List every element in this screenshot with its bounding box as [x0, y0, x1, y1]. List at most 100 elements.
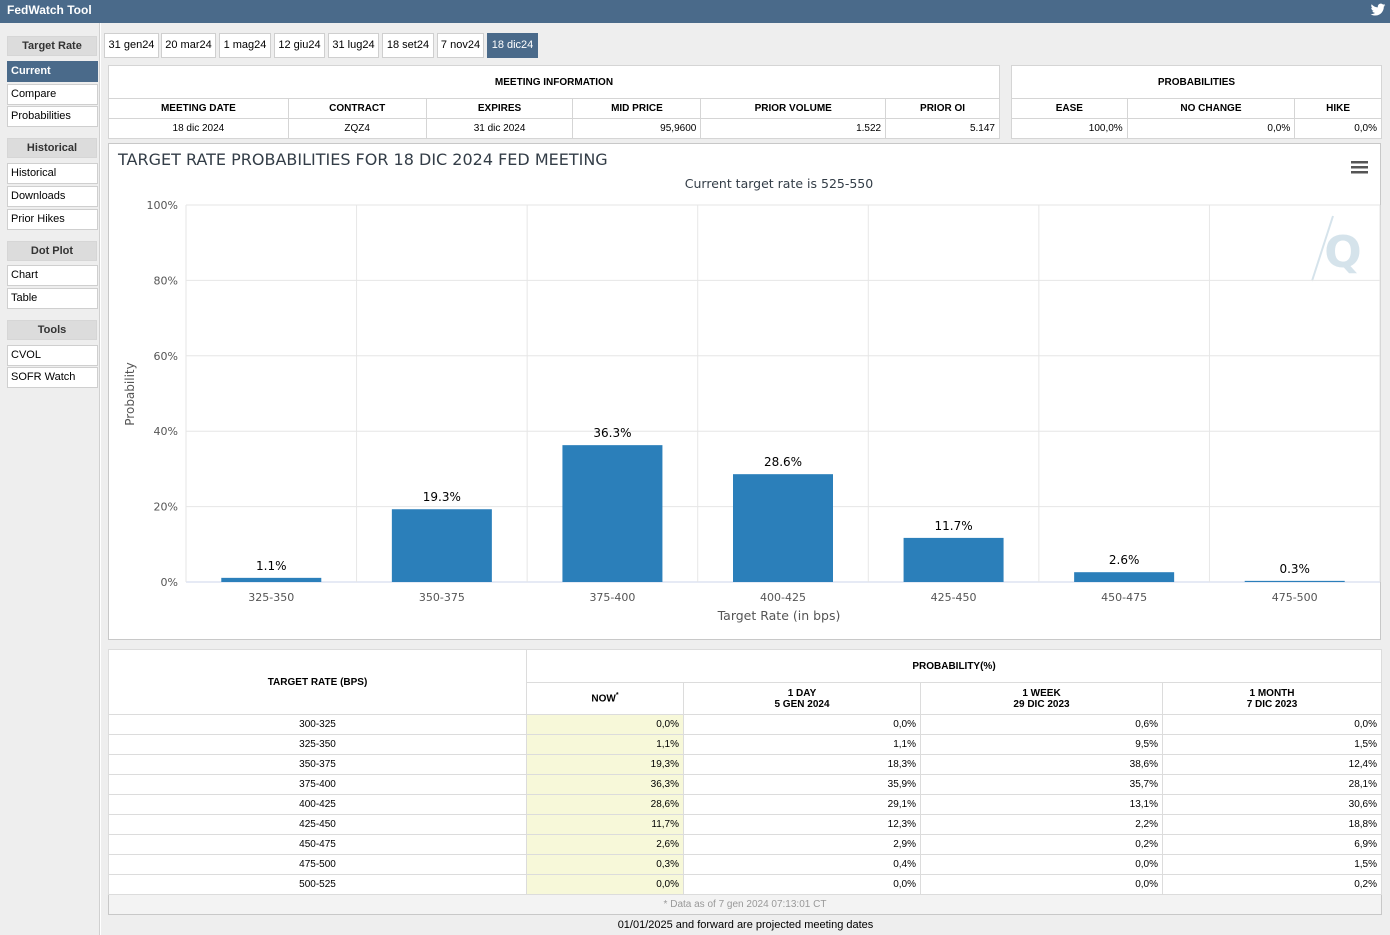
- y-axis-label: Probability: [123, 362, 137, 425]
- sidebar-item-compare[interactable]: Compare: [7, 84, 98, 105]
- bar-375-400[interactable]: [562, 445, 663, 582]
- bar-425-450[interactable]: [903, 537, 1004, 582]
- one-week-cell: 35,7%: [920, 774, 1163, 795]
- col-expires: EXPIRES: [425, 98, 574, 119]
- meeting-info-header: MEETING INFORMATION: [108, 65, 1000, 99]
- col-meeting-date: MEETING DATE: [108, 98, 289, 119]
- prior-volume-value: 1.522: [700, 118, 887, 139]
- twitter-icon[interactable]: [1370, 2, 1386, 18]
- col-1-day: 1 DAY 5 GEN 2024: [683, 682, 921, 715]
- x-tick-label: 400-425: [760, 591, 806, 604]
- sidebar-item-historical[interactable]: Historical: [7, 163, 98, 184]
- y-tick-label: 0%: [161, 576, 178, 589]
- table-row: 450-475 2,6% 2,9% 0,2% 6,9%: [108, 834, 1382, 855]
- bar-325-350[interactable]: [221, 577, 322, 582]
- sidebar-item-prior-hikes[interactable]: Prior Hikes: [7, 209, 98, 230]
- bar-350-375[interactable]: [391, 509, 492, 582]
- sidebar-heading-dot-plot[interactable]: Dot Plot: [7, 241, 97, 261]
- sidebar-item-downloads[interactable]: Downloads: [7, 186, 98, 207]
- x-tick-label: 425-450: [931, 591, 977, 604]
- tab-7-nov24[interactable]: 7 nov24: [437, 33, 484, 58]
- table-row: 375-400 36,3% 35,9% 35,7% 28,1%: [108, 774, 1382, 795]
- sidebar-heading-target-rate[interactable]: Target Rate: [7, 36, 97, 56]
- now-cell: 0,0%: [526, 714, 684, 735]
- sidebar-item-cvol[interactable]: CVOL: [7, 345, 98, 366]
- table-row: 475-500 0,3% 0,4% 0,0% 1,5%: [108, 854, 1382, 875]
- bar-475-500[interactable]: [1244, 580, 1345, 582]
- sidebar-item-probabilities[interactable]: Probabilities: [7, 106, 98, 127]
- one-day-cell: 0,0%: [683, 874, 921, 895]
- one-week-cell: 38,6%: [920, 754, 1163, 775]
- bar-chart: TARGET RATE PROBABILITIES FOR 18 DIC 202…: [117, 150, 1381, 623]
- chart-title: TARGET RATE PROBABILITIES FOR 18 DIC 202…: [117, 150, 608, 169]
- contract-value: ZQZ4: [287, 118, 427, 139]
- x-tick-label: 350-375: [419, 591, 465, 604]
- sidebar-heading-historical[interactable]: Historical: [7, 138, 97, 158]
- one-week-cell: 0,2%: [920, 834, 1163, 855]
- watermark-q-logo: Q: [1311, 215, 1362, 282]
- tab-20-mar24[interactable]: 20 mar24: [161, 33, 216, 58]
- tab-12-giu24[interactable]: 12 giu24: [274, 33, 325, 58]
- now-cell: 0,3%: [526, 854, 684, 875]
- probability-table: TARGET RATE (BPS) PROBABILITY(%) NOW* 1 …: [108, 649, 1382, 915]
- sidebar-heading-tools[interactable]: Tools: [7, 320, 97, 340]
- target-rate-cell: 300-325: [108, 714, 527, 735]
- target-rate-cell: 425-450: [108, 814, 527, 835]
- svg-text:Q: Q: [1324, 227, 1361, 278]
- now-cell: 11,7%: [526, 814, 684, 835]
- col-hike: HIKE: [1294, 98, 1382, 119]
- meeting-date-value: 18 dic 2024: [108, 118, 289, 139]
- bar-400-425[interactable]: [733, 474, 833, 582]
- x-axis-label: Target Rate (in bps): [717, 608, 841, 623]
- col-now: NOW*: [526, 682, 684, 715]
- x-tick-label: 375-400: [589, 591, 635, 604]
- one-day-cell: 1,1%: [683, 734, 921, 755]
- tab-31-gen24[interactable]: 31 gen24: [104, 33, 159, 58]
- x-tick-label: 325-350: [248, 591, 294, 604]
- col-prior-oi: PRIOR OI: [885, 98, 1000, 119]
- prior-oi-value: 5.147: [885, 118, 1000, 139]
- sidebar-item-sofr-watch[interactable]: SOFR Watch: [7, 367, 98, 388]
- hike-value: 0,0%: [1294, 118, 1382, 139]
- probability-group-header: PROBABILITY(%): [526, 649, 1382, 683]
- target-rate-cell: 475-500: [108, 854, 527, 875]
- x-tick-label: 475-500: [1272, 591, 1318, 604]
- meeting-info-table: MEETING INFORMATION MEETING DATE CONTRAC…: [108, 65, 1000, 139]
- target-rate-cell: 375-400: [108, 774, 527, 795]
- one-day-cell: 0,4%: [683, 854, 921, 875]
- now-cell: 2,6%: [526, 834, 684, 855]
- col-1-week: 1 WEEK 29 DIC 2023: [920, 682, 1163, 715]
- one-day-cell: 0,0%: [683, 714, 921, 735]
- sidebar-item-table[interactable]: Table: [7, 288, 98, 309]
- hamburger-menu-icon[interactable]: [1351, 161, 1368, 174]
- data-label: 19.3%: [423, 490, 461, 504]
- one-month-cell: 30,6%: [1162, 794, 1382, 815]
- data-label: 0.3%: [1279, 562, 1310, 576]
- data-timestamp-note: * Data as of 7 gen 2024 07:13:01 CT: [108, 894, 1382, 915]
- projected-dates-note: 01/01/2025 and forward are projected mee…: [617, 919, 874, 931]
- col-target-rate: TARGET RATE (BPS): [108, 649, 527, 715]
- probabilities-summary-table: PROBABILITIES EASE NO CHANGE HIKE 100,0%…: [1011, 65, 1382, 139]
- one-week-cell: 13,1%: [920, 794, 1163, 815]
- app-titlebar: FedWatch Tool: [0, 0, 1390, 23]
- one-day-cell: 2,9%: [683, 834, 921, 855]
- now-cell: 1,1%: [526, 734, 684, 755]
- bar-450-475[interactable]: [1074, 572, 1175, 582]
- col-mid-price: MID PRICE: [572, 98, 702, 119]
- data-label: 28.6%: [764, 455, 802, 469]
- col-contract: CONTRACT: [287, 98, 427, 119]
- ease-value: 100,0%: [1011, 118, 1128, 139]
- tab-1-mag24[interactable]: 1 mag24: [219, 33, 271, 58]
- x-tick-label: 450-475: [1101, 591, 1147, 604]
- target-rate-cell: 500-525: [108, 874, 527, 895]
- tab-18-set24[interactable]: 18 set24: [382, 33, 434, 58]
- sidebar: Target Rate Current Compare Probabilitie…: [0, 23, 100, 935]
- tab-18-dic24[interactable]: 18 dic24: [487, 33, 538, 58]
- col-1-month: 1 MONTH 7 DIC 2023: [1162, 682, 1382, 715]
- sidebar-item-current[interactable]: Current: [7, 61, 98, 82]
- one-day-cell: 12,3%: [683, 814, 921, 835]
- now-cell: 0,0%: [526, 874, 684, 895]
- tab-31-lug24[interactable]: 31 lug24: [328, 33, 379, 58]
- one-month-cell: 6,9%: [1162, 834, 1382, 855]
- sidebar-item-chart[interactable]: Chart: [7, 265, 98, 286]
